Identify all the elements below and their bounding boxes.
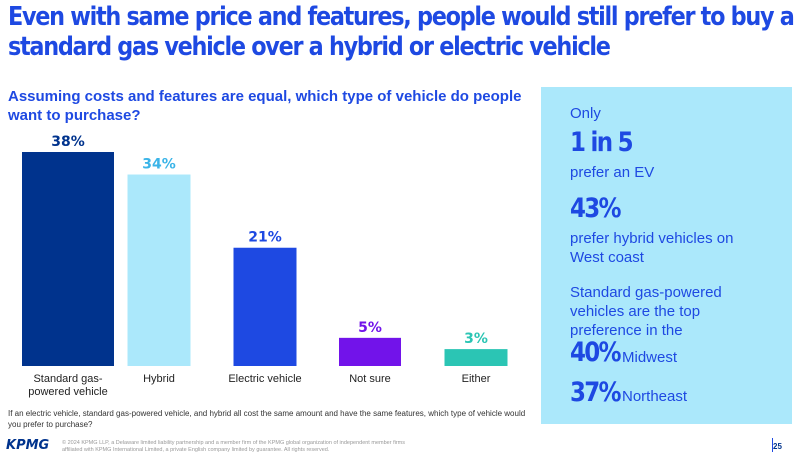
bar-4 — [444, 349, 508, 366]
stat-4-text: Northeast — [622, 388, 688, 405]
bar-2 — [233, 247, 297, 366]
stat-37: 37% — [570, 377, 622, 408]
data-label: 3% — [464, 331, 488, 347]
legal-text: © 2024 KPMG LLP, a Delaware limited liab… — [62, 440, 405, 453]
divider — [772, 438, 773, 452]
category-label: Electric vehicle — [228, 373, 301, 385]
bar-0 — [22, 152, 114, 366]
title-line-2: standard gas vehicle over a hybrid or el… — [8, 32, 611, 62]
slide-title: Even with same price and features, peopl… — [8, 2, 795, 62]
category-label: Standard gas- — [33, 373, 102, 385]
category-label: Hybrid — [143, 373, 175, 385]
stat-40: 40% — [570, 337, 622, 368]
bar-3 — [339, 337, 401, 366]
title-line-1: Even with same price and features, peopl… — [8, 2, 795, 32]
stats-panel: Only 1 in 5 prefer an EV 43% prefer hybr… — [541, 87, 792, 424]
chart-subtitle: Assuming costs and features are equal, w… — [8, 88, 522, 124]
data-label: 34% — [142, 157, 176, 173]
kpmg-logo: KPMG — [6, 438, 50, 453]
stat-43: 43% — [570, 193, 622, 224]
category-label: Not sure — [349, 373, 391, 385]
gas-text: Standard gas-powered vehicles are the to… — [570, 284, 722, 339]
only-text: Only — [570, 105, 601, 122]
bar-1 — [127, 174, 191, 366]
footnote: If an electric vehicle, standard gas-pow… — [8, 409, 526, 429]
data-label: 5% — [358, 320, 382, 336]
data-label: 21% — [248, 230, 282, 246]
page-number: 25 — [773, 442, 782, 451]
category-label: powered vehicle — [28, 386, 108, 398]
stat-2-text: prefer hybrid vehicles on West coast — [570, 230, 734, 266]
stat-1-text: prefer an EV — [570, 164, 655, 181]
category-label: Either — [462, 373, 491, 385]
data-label: 38% — [51, 134, 85, 150]
stat-3-text: Midwest — [622, 349, 678, 366]
stat-1-in-5: 1 in 5 — [570, 127, 634, 158]
bar-chart: 38% Standard gas-powered vehicle 34% Hybrid… — [22, 134, 508, 398]
